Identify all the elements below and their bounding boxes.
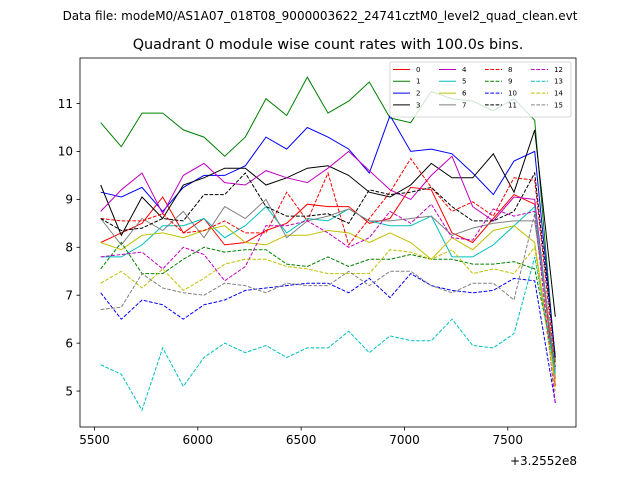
legend-label-3: 3 — [416, 101, 420, 109]
series-line-9 — [100, 241, 556, 368]
legend-label-5: 5 — [462, 78, 466, 86]
series-line-10 — [100, 272, 556, 404]
legend-label-14: 14 — [554, 90, 563, 98]
x-offset-label: +3.2552e8 — [510, 454, 577, 468]
legend-label-0: 0 — [416, 66, 420, 74]
y-tick-label-6: 6 — [65, 336, 73, 350]
series-line-0 — [100, 186, 556, 387]
figure-suptitle: Data file: modeM0/AS1A07_018T08_90000036… — [63, 9, 578, 23]
series-line-8 — [100, 157, 556, 368]
legend-label-1: 1 — [416, 78, 420, 86]
series-line-14 — [100, 246, 556, 392]
y-tick-label-8: 8 — [65, 241, 73, 255]
x-tick-label-7500: 7500 — [493, 433, 524, 447]
y-tick-label-5: 5 — [65, 384, 73, 398]
axes-frame — [79, 57, 577, 428]
y-tick-label-11: 11 — [58, 97, 73, 111]
series-line-12 — [100, 203, 556, 404]
legend-label-10: 10 — [508, 90, 517, 98]
x-tick-label-5500: 5500 — [79, 433, 110, 447]
chart-title: Quadrant 0 module wise count rates with … — [133, 37, 524, 53]
legend-label-15: 15 — [554, 101, 563, 109]
series-line-5 — [100, 205, 556, 375]
series-line-11 — [100, 171, 556, 358]
series-line-7 — [100, 198, 556, 368]
legend-box — [389, 61, 572, 118]
x-tick-label-6500: 6500 — [286, 433, 317, 447]
series-line-6 — [100, 225, 556, 382]
legend-label-13: 13 — [554, 78, 563, 86]
y-tick-label-10: 10 — [58, 145, 73, 159]
legend-label-2: 2 — [416, 90, 420, 98]
y-tick-label-9: 9 — [65, 193, 73, 207]
legend-label-9: 9 — [508, 78, 512, 86]
x-tick-label-7000: 7000 — [389, 433, 420, 447]
legend-label-8: 8 — [508, 66, 512, 74]
series-line-15 — [100, 213, 556, 370]
series-line-4 — [100, 150, 556, 380]
y-tick-label-7: 7 — [65, 289, 73, 303]
legend-label-4: 4 — [462, 66, 467, 74]
series-line-3 — [100, 129, 556, 317]
legend-label-12: 12 — [554, 66, 563, 74]
legend-label-11: 11 — [508, 101, 517, 109]
x-tick-label-6000: 6000 — [183, 433, 214, 447]
legend-label-6: 6 — [462, 90, 467, 98]
series-line-13 — [100, 256, 556, 412]
legend-label-7: 7 — [462, 101, 466, 109]
